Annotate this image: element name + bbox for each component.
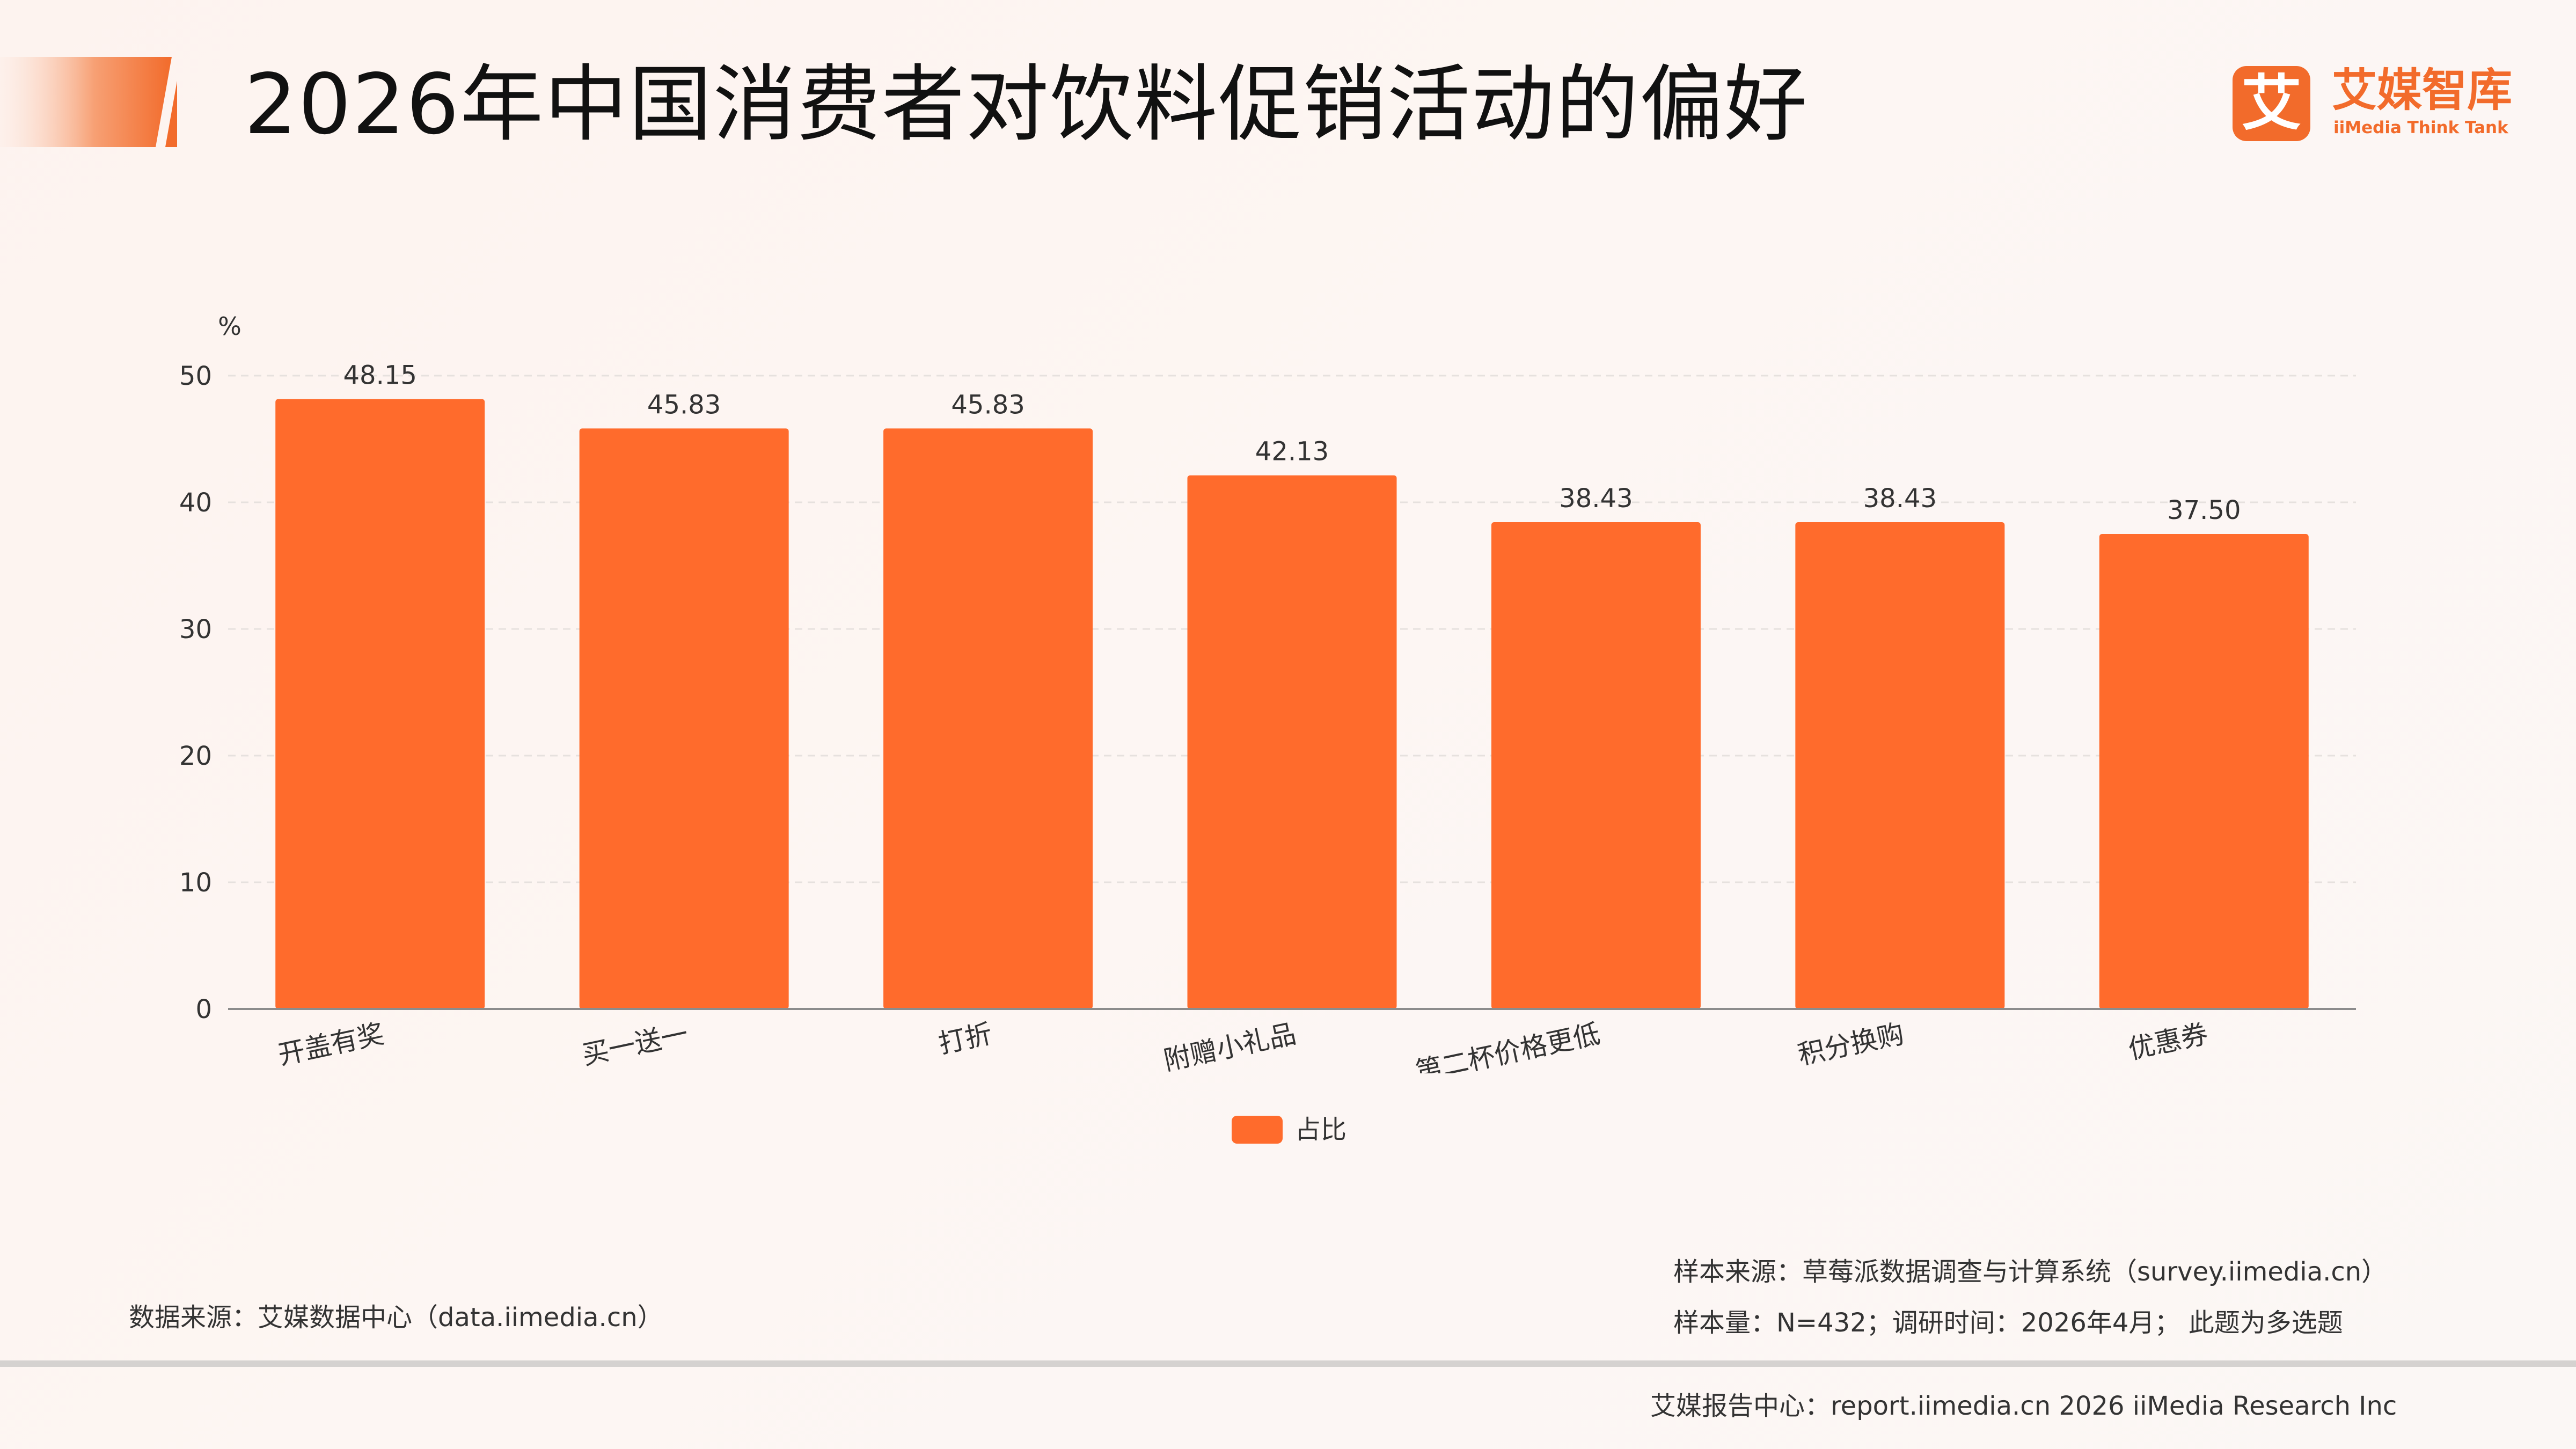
x-category-label: 积分换购 bbox=[1795, 1018, 1907, 1071]
x-category-label: 买一送一 bbox=[579, 1018, 691, 1071]
bar bbox=[579, 428, 789, 1009]
y-tick-label: 30 bbox=[179, 614, 212, 645]
bar bbox=[275, 399, 485, 1009]
value-labels: 48.15 45.83 45.83 42.13 38.43 38.43 37.50 bbox=[343, 361, 2241, 525]
bars bbox=[275, 399, 2309, 1009]
bar bbox=[883, 428, 1093, 1009]
bar bbox=[1795, 522, 2005, 1009]
logo-mark-icon: 艾 bbox=[2233, 66, 2310, 141]
x-axis-labels: 开盖有奖 买一送一 打折 附赠小礼品 第二杯价格更低 积分换购 优惠券 bbox=[275, 1018, 2211, 1073]
x-category-label: 附赠小礼品 bbox=[1161, 1018, 1299, 1073]
bar-value-label: 37.50 bbox=[2167, 495, 2241, 525]
bar-value-label: 38.43 bbox=[1559, 484, 1633, 514]
data-source-note: 数据来源：艾媒数据中心（data.iimedia.cn） bbox=[129, 1302, 663, 1333]
x-category-label: 开盖有奖 bbox=[275, 1018, 387, 1071]
bar bbox=[1491, 522, 1701, 1009]
brand-logo: 艾 艾媒智库 iiMedia Think Tank bbox=[2233, 63, 2512, 144]
bar-value-label: 45.83 bbox=[647, 390, 721, 420]
title-accent-strip bbox=[0, 57, 177, 147]
bar-value-label: 38.43 bbox=[1863, 484, 1937, 514]
legend-label: 占比 bbox=[1295, 1115, 1347, 1145]
y-axis-ticks: 0 10 20 30 40 50 bbox=[179, 361, 212, 1024]
sample-size-note: 样本量：N=432；调研时间：2026年4月； 此题为多选题 bbox=[1673, 1308, 2343, 1338]
page-title: 2026年中国消费者对饮料促销活动的偏好 bbox=[244, 56, 1809, 153]
report-center-note: 艾媒报告中心：report.iimedia.cn 2026 iiMedia Re… bbox=[1650, 1391, 2397, 1421]
y-tick-label: 40 bbox=[179, 488, 212, 518]
bar bbox=[1187, 475, 1397, 1009]
logo-name-en: iiMedia Think Tank bbox=[2333, 118, 2508, 137]
x-category-label: 优惠券 bbox=[2125, 1018, 2211, 1065]
bar-chart: 0 10 20 30 40 50 % 48.15 45.83 45.83 42.13 38.43 3… bbox=[179, 312, 2356, 1073]
logo-name-cn: 艾媒智库 bbox=[2332, 64, 2513, 116]
legend-swatch bbox=[1232, 1116, 1283, 1144]
footer-divider bbox=[0, 1360, 2576, 1367]
x-category-label: 第二杯价格更低 bbox=[1413, 1018, 1602, 1073]
y-tick-label: 50 bbox=[179, 361, 212, 391]
y-tick-label: 20 bbox=[179, 741, 212, 771]
bar-value-label: 48.15 bbox=[343, 361, 417, 391]
bar bbox=[2099, 534, 2309, 1009]
y-tick-label: 0 bbox=[195, 994, 212, 1024]
y-axis-unit-label: % bbox=[218, 312, 241, 341]
bar-value-label: 45.83 bbox=[951, 390, 1024, 420]
sample-source-note: 样本来源：草莓派数据调查与计算系统（survey.iimedia.cn） bbox=[1673, 1257, 2388, 1287]
x-category-label: 打折 bbox=[936, 1018, 995, 1060]
y-tick-label: 10 bbox=[179, 868, 212, 898]
bar-value-label: 42.13 bbox=[1255, 437, 1329, 467]
